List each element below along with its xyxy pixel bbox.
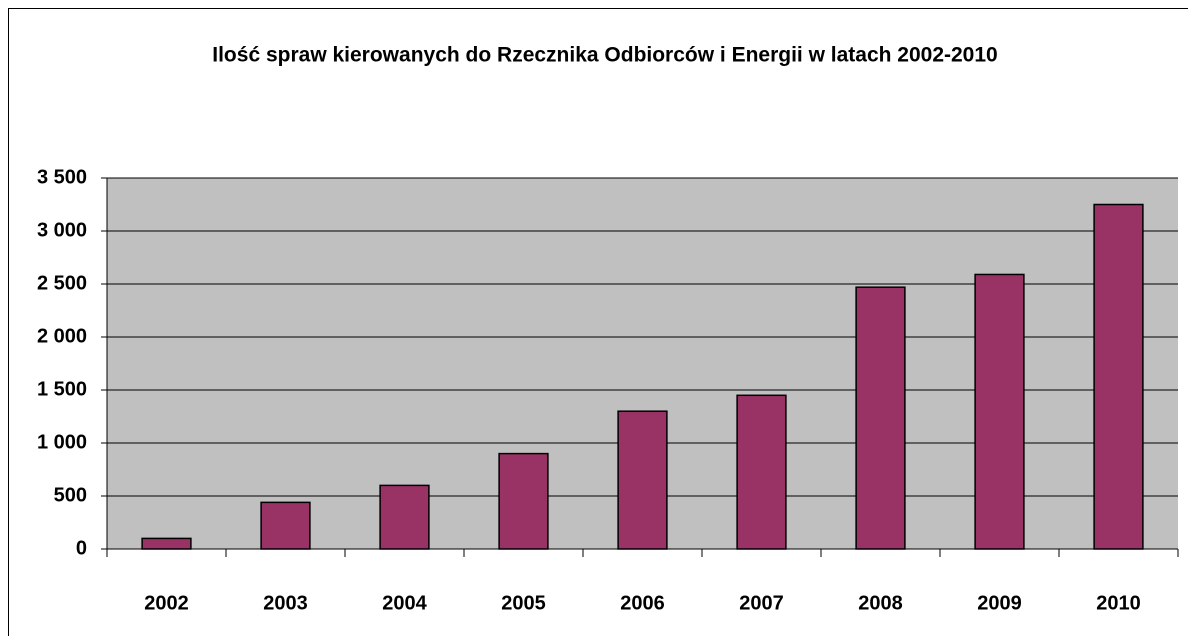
y-tick-label: 1 000 xyxy=(37,431,87,453)
x-tick-label: 2008 xyxy=(858,592,903,614)
bar xyxy=(855,286,906,550)
x-tick-label: 2005 xyxy=(501,592,546,614)
y-tick-label: 2 000 xyxy=(37,325,87,347)
y-tick-label: 500 xyxy=(54,484,87,506)
y-tick-label: 3 000 xyxy=(37,219,87,241)
chart-title: Ilość spraw kierowanych do Rzecznika Odb… xyxy=(212,44,997,67)
bar xyxy=(617,410,668,550)
y-tick-label: 0 xyxy=(76,537,87,559)
y-tick-label: 3 500 xyxy=(37,166,87,188)
x-tick-label: 2006 xyxy=(620,592,665,614)
bar xyxy=(141,537,192,550)
chart-frame xyxy=(8,8,1188,636)
x-tick-label: 2007 xyxy=(739,592,784,614)
x-tick-label: 2003 xyxy=(263,592,308,614)
bar xyxy=(1093,203,1144,550)
x-tick-label: 2002 xyxy=(144,592,189,614)
bar xyxy=(260,501,311,550)
bar xyxy=(379,484,430,550)
y-tick-label: 2 500 xyxy=(37,272,87,294)
bar xyxy=(974,273,1025,550)
x-tick-label: 2010 xyxy=(1096,592,1141,614)
x-tick-label: 2009 xyxy=(977,592,1022,614)
bar xyxy=(736,394,787,550)
bar xyxy=(498,452,549,550)
y-tick-label: 1 500 xyxy=(37,378,87,400)
x-tick-label: 2004 xyxy=(382,592,427,614)
